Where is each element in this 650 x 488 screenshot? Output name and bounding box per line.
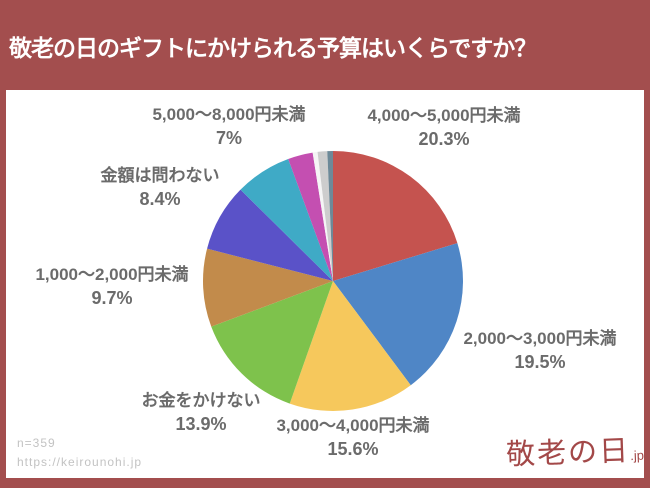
pie-label-percent: 15.6%: [327, 439, 379, 459]
site-logo: 敬老の日.jp: [505, 427, 646, 474]
pie-label-percent: 20.3%: [418, 129, 470, 149]
pie-label-category: 3,000〜4,000円未満: [276, 416, 430, 435]
site-logo-suffix: .jp: [629, 447, 645, 464]
pie-slice: [317, 151, 333, 281]
pie-slice: [288, 152, 333, 281]
pie-label-percent: 7%: [215, 128, 242, 148]
pie-label-percent: 19.5%: [514, 352, 566, 372]
pie-slice: [333, 151, 458, 281]
pie-slice: [207, 189, 333, 281]
pie-label-category: お金をかけない: [141, 391, 261, 410]
pie-slice: [211, 281, 333, 404]
pie-label: お金をかけない 13.9%: [142, 389, 261, 437]
pie-label-percent: 13.9%: [175, 414, 227, 434]
pie-slice: [289, 281, 411, 412]
pie-label: 4,000〜5,000円未満 20.3%: [367, 104, 520, 152]
pie-label-category: 1,000〜2,000円未満: [35, 265, 189, 284]
source-url: https://keirounohi.jp: [17, 455, 143, 469]
sample-size-label: n=359: [17, 436, 56, 450]
pie-label: 5,000〜8,000円未満 7%: [152, 103, 305, 151]
pie-label-percent: 8.4%: [139, 189, 181, 209]
pie-label-category: 金額は問わない: [100, 166, 220, 185]
pie-label-percent: 9.7%: [91, 288, 133, 308]
pie-slice: [202, 248, 333, 327]
pie-slice: [327, 151, 333, 281]
pie-label: 1,000〜2,000円未満 9.7%: [35, 263, 188, 311]
pie-slice: [333, 243, 463, 386]
pie-slice: [312, 151, 333, 281]
pie-slice: [240, 158, 333, 281]
pie-label: 2,000〜3,000円未満 19.5%: [463, 327, 616, 375]
pie-label-category: 4,000〜5,000円未満: [367, 106, 521, 125]
pie-label: 金額は問わない 8.4%: [101, 164, 220, 212]
page-title: 敬老の日のギフトにかけられる予算はいくらですか？: [9, 35, 537, 61]
pie-label-category: 5,000〜8,000円未満: [152, 105, 306, 124]
pie-label: 3,000〜4,000円未満 15.6%: [276, 414, 429, 462]
site-logo-text: 敬老の日: [505, 435, 631, 472]
pie-label-category: 2,000〜3,000円未満: [463, 329, 617, 348]
header-bar: 敬老の日のギフトにかけられる予算はいくらですか？: [0, 0, 650, 90]
